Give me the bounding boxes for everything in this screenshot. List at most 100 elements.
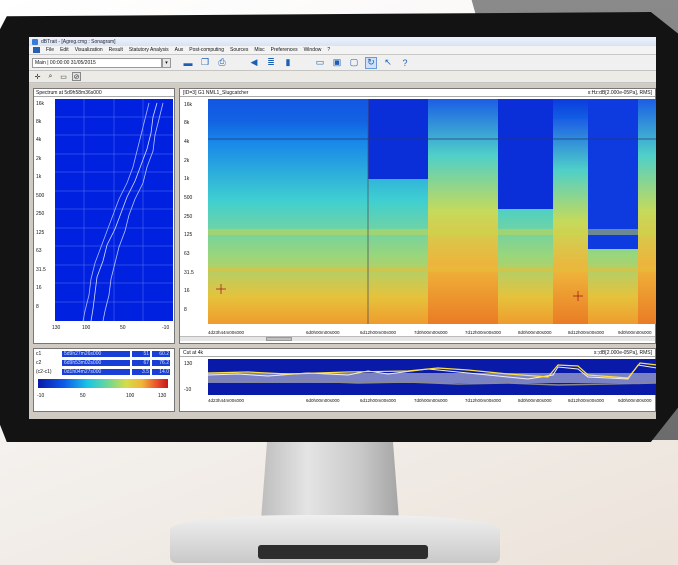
spectrogram-ytick: 250 bbox=[184, 214, 193, 220]
refresh-icon[interactable]: ↻ bbox=[365, 56, 377, 69]
spectrogram-xtick: 8d0h00m00s000 bbox=[518, 330, 552, 335]
menu-bar: File Edit Visualization Result Statutory… bbox=[29, 46, 656, 55]
scrollbar-thumb[interactable] bbox=[266, 337, 292, 341]
spectrum-ytick: 1k bbox=[36, 174, 42, 180]
spectrum-xtick: 100 bbox=[82, 325, 91, 331]
marker-icon[interactable]: ⊘ bbox=[72, 72, 81, 81]
menu-help[interactable]: ? bbox=[327, 47, 331, 53]
spectrogram-xtick: 4d23h44m00s000 bbox=[208, 330, 245, 335]
menu-aux[interactable]: Aux bbox=[174, 47, 184, 53]
monitor-view-icon[interactable]: ▭ bbox=[315, 57, 325, 67]
cursor-row: (c2-c1) 0d1h04m27s000 3.5 14.0 bbox=[34, 367, 174, 376]
print-icon[interactable]: ⎙ bbox=[218, 57, 226, 67]
spectrum-ytick: 8 bbox=[36, 304, 39, 310]
cut-xtick: 6d12h00m00s000 bbox=[360, 398, 397, 403]
spectrogram-panel: [ID=3] G1 NML1_Slugcatcher s:Hz:dB[2.000… bbox=[179, 88, 656, 344]
colorbar-tick: 50 bbox=[80, 393, 86, 399]
image-view-icon[interactable]: ▣ bbox=[332, 57, 342, 67]
cut-panel: Cut at 4k s:;dB[2.000e-05Pa], RMS] 130 -… bbox=[179, 348, 656, 412]
zoom-icon[interactable]: ⌕ bbox=[48, 72, 53, 80]
speaker-icon[interactable]: ◀ bbox=[250, 57, 258, 67]
menu-misc[interactable]: Misc bbox=[254, 47, 265, 53]
spectrogram-scrollbar[interactable] bbox=[180, 336, 655, 341]
cursor-value-1: 3.5 bbox=[132, 368, 150, 375]
spectrogram-xtick: 8d12h00m00s000 bbox=[568, 330, 605, 335]
spectrum-panel: Spectrum at 5d9h58m36s000 bbox=[33, 88, 175, 344]
cursor-value-1: 51 bbox=[132, 350, 150, 357]
menu-file[interactable]: File bbox=[46, 47, 55, 53]
view-toolbar: ✛ ⌕ ▭ ⊘ bbox=[29, 71, 656, 83]
help-icon[interactable]: ? bbox=[402, 57, 408, 68]
spectrogram-plot[interactable] bbox=[208, 99, 656, 324]
cut-xtick: 8d12h00m00s000 bbox=[568, 398, 605, 403]
fit-view-icon[interactable]: ▭ bbox=[60, 73, 67, 81]
cut-plot[interactable] bbox=[208, 359, 656, 395]
spectrogram-xtick: 6d0h00m00s000 bbox=[306, 330, 340, 335]
menu-edit[interactable]: Edit bbox=[60, 47, 69, 53]
spectrogram-ytick: 31.5 bbox=[184, 270, 194, 276]
copy-icon[interactable]: ❐ bbox=[200, 57, 210, 67]
cursor-value-2: 76.2 bbox=[152, 359, 170, 366]
spectrogram-xtick: 7d12h00m00s000 bbox=[465, 330, 502, 335]
spectrogram-ytick: 8k bbox=[184, 120, 190, 126]
bar-chart-icon[interactable]: ▮ bbox=[285, 57, 291, 67]
spectrogram-units: s:Hz:dB[2.000e-05Pa], RMS] bbox=[587, 89, 652, 96]
spectrum-curves bbox=[55, 99, 173, 322]
menu-visualization[interactable]: Visualization bbox=[74, 47, 103, 53]
cursor-value-2: 60.2 bbox=[152, 350, 170, 357]
spectrogram-xtick: 9d0h00m00s000 bbox=[618, 330, 652, 335]
window-view-icon[interactable]: ▢ bbox=[349, 57, 359, 67]
cursor-time: 5d9h27m26s000 bbox=[62, 350, 130, 357]
period-select[interactable]: Main | 00:00:00 31/05/2015 ▾ bbox=[32, 57, 171, 68]
menu-sources[interactable]: Sources bbox=[229, 47, 249, 53]
spectrogram-ytick: 63 bbox=[184, 251, 190, 257]
cursor-label: (c2-c1) bbox=[36, 368, 52, 375]
spectrogram-ytick: 16 bbox=[184, 288, 190, 294]
menu-result[interactable]: Result bbox=[108, 47, 123, 53]
spectrogram-ytick: 16k bbox=[184, 102, 193, 108]
main-toolbar: Main | 00:00:00 31/05/2015 ▾ ▬ ❐ ⎙ ◀ ≣ ▮… bbox=[29, 55, 656, 71]
color-scale-bar[interactable] bbox=[38, 379, 168, 388]
cursor-scale-panel: c1 5d9h27m26s000 51 60.2 c2 6d9h53m02s00… bbox=[33, 348, 175, 412]
menu-post-computing[interactable]: Post-computing bbox=[189, 47, 224, 53]
cursor-value-1: 67 bbox=[132, 359, 150, 366]
spectrogram-image bbox=[208, 99, 656, 324]
spectrogram-ytick: 500 bbox=[184, 195, 193, 201]
spectrogram-header: [ID=3] G1 NML1_Slugcatcher s:Hz:dB[2.000… bbox=[180, 89, 655, 97]
spectrum-ytick: 250 bbox=[36, 211, 45, 217]
spectrum-header: Spectrum at 5d9h58m36s000 bbox=[34, 89, 174, 97]
cut-units: s:;dB[2.000e-05Pa], RMS] bbox=[593, 349, 652, 356]
menu-preferences[interactable]: Preferences bbox=[270, 47, 298, 53]
pointer-tool-icon[interactable]: ↖ bbox=[384, 57, 392, 67]
spectrogram-xtick: 7d0h00m00s000 bbox=[414, 330, 448, 335]
workspace: Spectrum at 5d9h58m36s000 bbox=[29, 84, 656, 419]
cut-xtick: 6d0h00m00s000 bbox=[306, 398, 340, 403]
spectrogram-xtick: 6d12h00m00s000 bbox=[360, 330, 397, 335]
window-title: dBTrait - [Agreg.cmg : Sonagram] bbox=[41, 38, 116, 45]
cut-header: Cut at 4k s:;dB[2.000e-05Pa], RMS] bbox=[180, 349, 655, 357]
equalizer-icon[interactable]: ≣ bbox=[267, 57, 275, 67]
spectrogram-ytick: 8 bbox=[184, 307, 187, 313]
spectrogram-ytick: 4k bbox=[184, 139, 190, 145]
chevron-down-icon[interactable]: ▾ bbox=[162, 57, 171, 68]
spectrum-ytick: 125 bbox=[36, 230, 45, 236]
spectrum-ytick: 31.5 bbox=[36, 267, 46, 273]
open-folder-icon[interactable]: ▬ bbox=[183, 57, 193, 68]
spectrogram-ytick: 1k bbox=[184, 176, 190, 182]
menu-statutory-analysis[interactable]: Statutory Analysis bbox=[128, 47, 169, 53]
spectrogram-title: [ID=3] G1 NML1_Slugcatcher bbox=[183, 89, 249, 96]
menu-window[interactable]: Window bbox=[303, 47, 322, 53]
cut-ytick: 130 bbox=[184, 361, 193, 367]
spectrum-ytick: 63 bbox=[36, 248, 42, 254]
spectrum-ytick: 500 bbox=[36, 193, 45, 199]
crosshair-icon[interactable]: ✛ bbox=[34, 73, 41, 81]
cut-xtick: 7d12h00m00s000 bbox=[465, 398, 502, 403]
cursor-time: 0d1h04m27s000 bbox=[62, 368, 130, 375]
spectrum-xtick: 130 bbox=[52, 325, 61, 331]
spectrum-plot[interactable] bbox=[55, 99, 173, 322]
spectrum-title: Spectrum at 5d9h58m36s000 bbox=[36, 89, 102, 96]
colorbar-tick: -10 bbox=[37, 393, 45, 399]
cursor-row: c2 6d9h53m02s000 67 76.2 bbox=[34, 358, 174, 367]
spectrum-ytick: 16 bbox=[36, 285, 42, 291]
title-bar: dBTrait - [Agreg.cmg : Sonagram] bbox=[29, 37, 656, 46]
